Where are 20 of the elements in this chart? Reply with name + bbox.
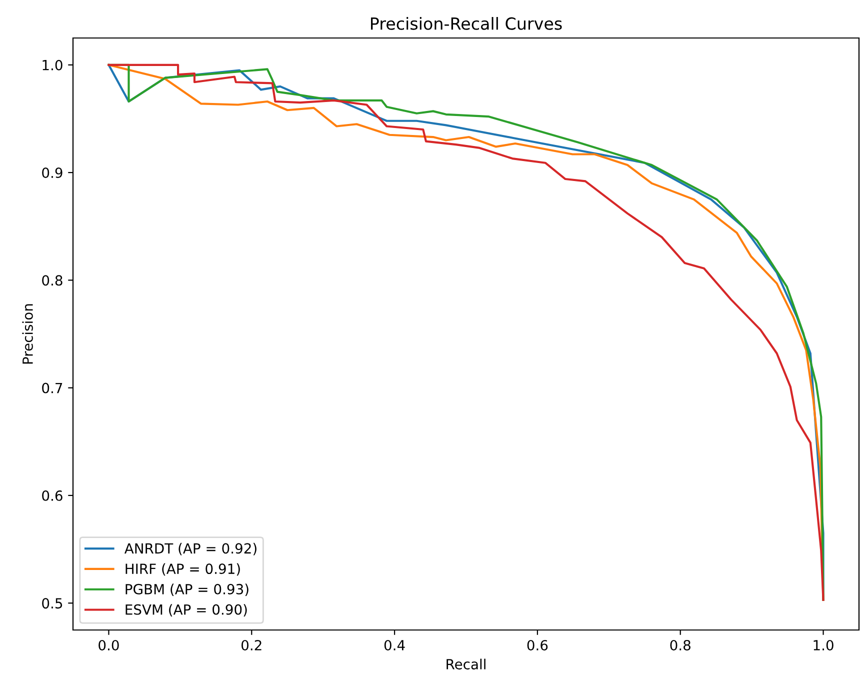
legend-label: PGBM (AP = 0.93) (126, 584, 248, 596)
x-tick-label: 0.6 (527, 640, 548, 650)
y-tick-label: 1.0 (42, 60, 62, 70)
x-tick-label: 0.4 (384, 640, 405, 650)
legend-label: ESVM (AP = 0.90) (126, 604, 247, 616)
x-axis-title: Recall (446, 658, 486, 670)
y-tick-label: 0.5 (42, 598, 62, 609)
x-tick-label: 0.0 (98, 640, 119, 650)
legend-label: ANRDT (AP = 0.92) (124, 542, 256, 556)
y-tick-label: 0.7 (42, 382, 62, 394)
line-series (108, 64, 824, 601)
y-tick-label: 0.6 (42, 490, 62, 501)
legend-label: HIRF (AP = 0.91) (126, 563, 240, 576)
y-tick-label: 0.8 (42, 275, 62, 286)
chart-title: Precision-Recall Curves (371, 17, 562, 30)
y-axis-title: Precision (22, 304, 33, 364)
x-tick-label: 0.2 (242, 640, 262, 650)
x-tick-label: 1.0 (814, 640, 834, 650)
y-tick-label: 0.9 (42, 168, 62, 178)
x-tick-label: 0.8 (670, 640, 690, 650)
